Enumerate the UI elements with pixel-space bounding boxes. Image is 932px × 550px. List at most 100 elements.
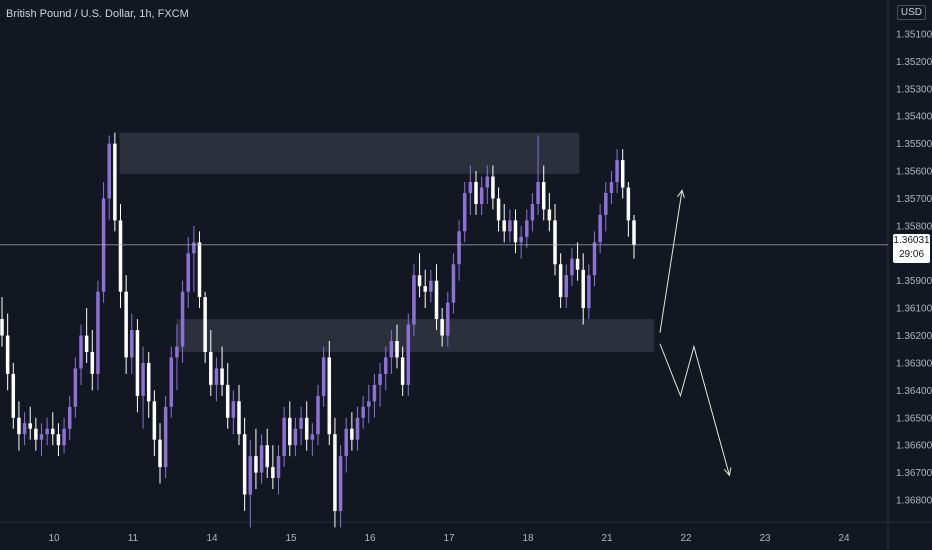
candle-body bbox=[28, 423, 32, 429]
candle bbox=[536, 135, 540, 215]
candle bbox=[135, 319, 140, 413]
time-tick-label: 17 bbox=[443, 533, 455, 544]
candle-body bbox=[632, 220, 636, 246]
candle bbox=[451, 253, 456, 314]
candle-body bbox=[152, 401, 157, 440]
candle-body bbox=[130, 330, 134, 358]
candle bbox=[17, 401, 21, 451]
candle bbox=[5, 313, 10, 391]
candle bbox=[327, 341, 332, 446]
price-tick-label: 1.35500 bbox=[896, 139, 932, 150]
candle bbox=[457, 220, 461, 281]
candle-body bbox=[502, 220, 506, 232]
candle bbox=[265, 428, 269, 479]
candle bbox=[310, 423, 315, 457]
time-tick-label: 10 bbox=[48, 533, 60, 544]
candle-body bbox=[197, 242, 202, 298]
candle-body bbox=[626, 187, 631, 221]
candle bbox=[434, 264, 439, 331]
candle-body bbox=[56, 434, 61, 446]
candle bbox=[79, 324, 83, 385]
candle bbox=[84, 308, 89, 363]
candle bbox=[417, 253, 422, 298]
candle-body bbox=[587, 275, 591, 309]
candle bbox=[56, 423, 61, 457]
candle bbox=[11, 362, 16, 429]
candle-body bbox=[265, 445, 269, 468]
time-tick-label: 22 bbox=[680, 533, 692, 544]
candle bbox=[564, 264, 569, 309]
candle bbox=[620, 149, 625, 199]
candle-body bbox=[310, 434, 315, 440]
candle-body bbox=[175, 346, 179, 358]
candle bbox=[22, 412, 27, 446]
candle-body bbox=[378, 373, 382, 385]
candle bbox=[214, 357, 219, 402]
candle-body bbox=[118, 220, 123, 292]
candle bbox=[604, 182, 608, 232]
candle-body bbox=[536, 182, 540, 204]
candle bbox=[316, 384, 320, 446]
candle bbox=[248, 439, 253, 528]
candle-body bbox=[146, 362, 151, 402]
current-price-tag: 1.36031 29:06 bbox=[893, 234, 930, 263]
candle bbox=[96, 280, 100, 391]
candle-body bbox=[581, 269, 585, 309]
candle bbox=[304, 401, 309, 451]
candle-body bbox=[107, 143, 111, 199]
candle-body bbox=[620, 160, 625, 188]
projection-arrowhead-2 bbox=[723, 467, 732, 477]
candle bbox=[525, 209, 529, 248]
price-tick-label: 1.36100 bbox=[896, 304, 932, 315]
candle bbox=[220, 346, 224, 396]
candle bbox=[519, 225, 523, 259]
candle bbox=[180, 280, 185, 363]
candle-body bbox=[0, 319, 4, 336]
candle-body bbox=[214, 368, 219, 385]
projection-arrowhead-1 bbox=[677, 189, 685, 199]
price-tick-label: 1.35300 bbox=[896, 84, 932, 95]
candle-body bbox=[299, 417, 303, 429]
candle bbox=[615, 149, 619, 193]
candle-body bbox=[355, 417, 360, 440]
price-tick-label: 1.35700 bbox=[896, 194, 932, 205]
candle bbox=[446, 291, 450, 347]
candle-body bbox=[34, 428, 38, 440]
candle-body bbox=[344, 428, 348, 457]
candle bbox=[372, 373, 377, 418]
time-tick-label: 11 bbox=[128, 533, 139, 544]
candle bbox=[383, 346, 388, 391]
candle bbox=[575, 242, 580, 281]
candle bbox=[299, 406, 303, 446]
candle bbox=[293, 417, 298, 457]
candle-body bbox=[180, 291, 185, 347]
candle bbox=[271, 445, 275, 490]
candle-body bbox=[203, 297, 207, 352]
price-tick-label: 1.35400 bbox=[896, 112, 932, 123]
projection-path-1 bbox=[659, 190, 683, 333]
candle-body bbox=[446, 302, 450, 336]
candle bbox=[175, 324, 179, 391]
candle bbox=[479, 176, 484, 215]
sr-zone-1 bbox=[119, 132, 580, 174]
candle bbox=[288, 401, 292, 457]
currency-button[interactable]: USD bbox=[896, 5, 926, 20]
time-tick-label: 14 bbox=[206, 533, 218, 544]
candle bbox=[530, 192, 535, 232]
candle bbox=[152, 390, 157, 457]
candle bbox=[237, 384, 241, 446]
candle-body bbox=[282, 417, 286, 457]
candle-body bbox=[383, 357, 388, 374]
candle bbox=[609, 171, 614, 204]
candle bbox=[412, 264, 416, 336]
candle-body bbox=[17, 417, 21, 435]
candle bbox=[570, 247, 574, 287]
candle bbox=[333, 417, 337, 528]
candle bbox=[344, 417, 348, 473]
candle bbox=[462, 182, 467, 243]
candle-body bbox=[372, 384, 377, 402]
candle-body bbox=[141, 362, 145, 396]
candle-body bbox=[570, 258, 574, 276]
